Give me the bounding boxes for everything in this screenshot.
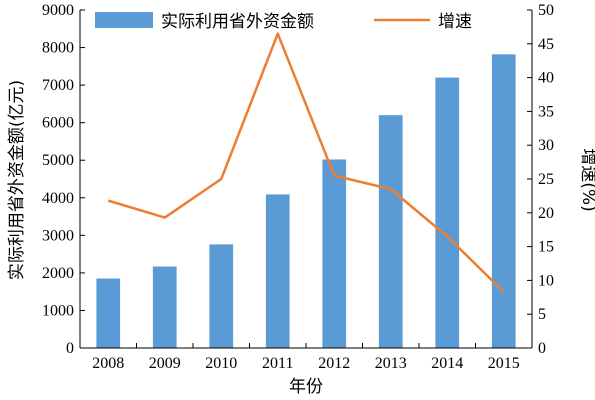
bar-2012 bbox=[322, 159, 347, 348]
y2-tick-label: 15 bbox=[538, 239, 554, 256]
y-tick-label: 5000 bbox=[42, 152, 74, 169]
legend: 实际利用省外资金额 增速 bbox=[95, 12, 472, 32]
y-tick-label: 8000 bbox=[42, 40, 74, 57]
y-axis-title: 实际利用省外资金额(亿元) bbox=[7, 80, 27, 280]
y2-tick-label: 40 bbox=[538, 70, 554, 87]
y-tick-label: 4000 bbox=[42, 190, 74, 207]
y2-tick-label: 0 bbox=[538, 340, 546, 357]
bar-2009 bbox=[152, 266, 177, 348]
line-layer bbox=[107, 32, 505, 293]
bar-2015 bbox=[491, 54, 516, 349]
x-tick-label: 2011 bbox=[262, 355, 293, 372]
y-tick-label: 7000 bbox=[42, 77, 74, 94]
legend-label-line: 增速 bbox=[438, 12, 472, 32]
x-tick-label: 2008 bbox=[92, 355, 124, 372]
x-tick-label: 2015 bbox=[488, 355, 520, 372]
bar-2008 bbox=[96, 278, 121, 348]
y2-tick-label: 25 bbox=[538, 171, 554, 188]
y-tick-label: 9000 bbox=[42, 2, 74, 19]
bar-2014 bbox=[435, 77, 460, 348]
y2-axis-title: 增速(%) bbox=[578, 148, 595, 211]
y2-tick-label: 30 bbox=[538, 137, 554, 154]
y-tick-label: 6000 bbox=[42, 115, 74, 132]
y-tick-label: 3000 bbox=[42, 227, 74, 244]
bar-2013 bbox=[378, 115, 403, 349]
bars-layer bbox=[96, 54, 516, 349]
axes-layer: 0 1000 2000 3000 4000 5000 6000 7000 8000 9000 0 5 1… bbox=[42, 2, 554, 372]
y2-tick-label: 45 bbox=[538, 36, 554, 53]
y2-tick-label: 10 bbox=[538, 272, 554, 289]
x-tick-label: 2009 bbox=[149, 355, 181, 372]
x-tick-label: 2014 bbox=[431, 355, 463, 372]
x-axis-title: 年份 bbox=[289, 377, 323, 397]
y2-tick-label: 50 bbox=[538, 2, 554, 19]
y-tick-label: 2000 bbox=[42, 265, 74, 282]
y-tick-label: 1000 bbox=[42, 302, 74, 319]
x-tick-label: 2013 bbox=[375, 355, 407, 372]
legend-label-bar: 实际利用省外资金额 bbox=[161, 12, 314, 32]
y2-tick-label: 5 bbox=[538, 306, 546, 323]
y-tick-label: 0 bbox=[66, 340, 74, 357]
growth-line bbox=[107, 32, 505, 293]
bar-2011 bbox=[265, 194, 290, 348]
bar-2010 bbox=[209, 244, 234, 348]
x-tick-label: 2012 bbox=[318, 355, 350, 372]
y2-tick-label: 35 bbox=[538, 103, 554, 120]
legend-swatch-bar bbox=[95, 12, 153, 28]
y2-tick-label: 20 bbox=[538, 205, 554, 222]
x-tick-label: 2010 bbox=[205, 355, 237, 372]
